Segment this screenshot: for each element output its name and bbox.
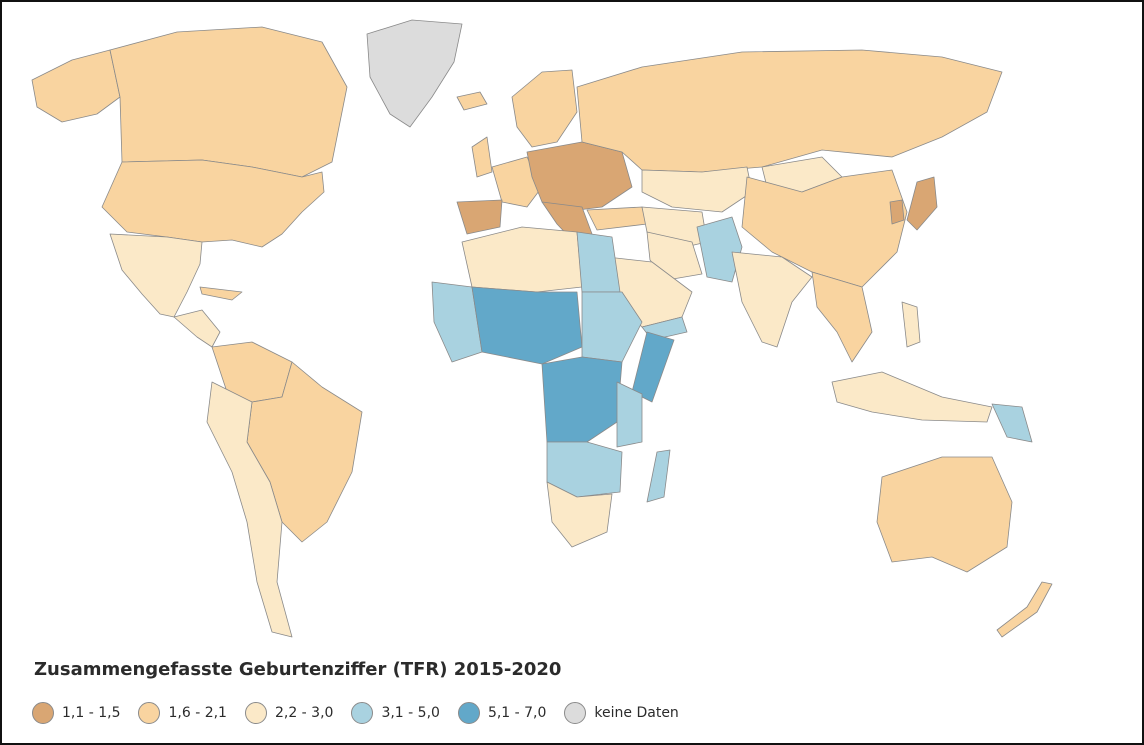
- legend-swatch: [457, 702, 480, 724]
- country-central-america: [173, 309, 221, 348]
- legend-label: 1,6 - 2,1: [168, 705, 227, 721]
- country-scandinavia: [511, 69, 578, 148]
- country-cuba: [199, 286, 243, 301]
- legend-item: 3,1 - 5,0: [351, 702, 440, 724]
- country-iberia: [456, 199, 503, 235]
- legend-swatch: [351, 702, 374, 724]
- country-iran: [646, 231, 703, 281]
- country-japan: [906, 176, 938, 231]
- country-canada: [109, 26, 348, 178]
- country-china: [741, 169, 908, 288]
- country-korea: [889, 199, 905, 225]
- country-australia: [876, 456, 1013, 573]
- legend-label: 1,1 - 1,5: [62, 705, 121, 721]
- legend-swatch: [32, 702, 54, 724]
- country-somalia: [631, 331, 675, 403]
- country-uk: [471, 136, 493, 178]
- world-map: [31, 19, 1053, 638]
- country-egypt: [576, 231, 621, 293]
- country-central-eastern-europe: [526, 141, 633, 213]
- legend-item: 5,1 - 7,0: [457, 702, 547, 724]
- legend-item: 1,1 - 1,5: [32, 702, 120, 724]
- country-usa: [101, 159, 325, 248]
- country-new-zealand: [996, 581, 1053, 638]
- legend-label: 5,1 - 7,0: [487, 705, 547, 721]
- country-afghanistan-pakistan: [696, 216, 743, 283]
- legend-label: 2,2 - 3,0: [274, 705, 334, 721]
- country-madagascar: [646, 449, 671, 503]
- country-iceland: [456, 91, 488, 111]
- country-philippines: [901, 301, 921, 348]
- country-turkey: [586, 206, 648, 231]
- legend-item: 2,2 - 3,0: [244, 702, 334, 724]
- country-papua-new-guinea: [991, 403, 1033, 443]
- country-andes: [206, 381, 293, 638]
- country-western-europe: [491, 156, 543, 208]
- legend-item: 1,6 - 2,1: [138, 702, 227, 724]
- map-title: Zusammengefasste Geburtenziffer (TFR) 20…: [34, 659, 562, 680]
- country-mexico: [109, 233, 203, 318]
- country-india: [731, 251, 813, 348]
- country-maghreb: [461, 226, 583, 293]
- country-sahel: [471, 286, 583, 365]
- country-alaska: [31, 49, 121, 123]
- country-kazakhstan: [641, 166, 753, 213]
- country-southeast-asia: [811, 271, 873, 363]
- country-indonesia: [831, 371, 993, 423]
- legend-item: keine Daten: [564, 702, 679, 724]
- country-sudan-horn: [581, 291, 643, 363]
- legend-swatch: [244, 702, 267, 724]
- legend-label: 3,1 - 5,0: [381, 705, 440, 721]
- legend-label: keine Daten: [594, 705, 679, 721]
- legend: 1,1 - 1,5 1,6 - 2,1 2,2 - 3,0 3,1 - 5,0 …: [32, 698, 697, 728]
- country-greenland: [366, 19, 463, 128]
- legend-swatch: [564, 702, 587, 724]
- country-west-africa: [431, 281, 483, 363]
- country-east-africa: [616, 381, 643, 448]
- country-southern-africa-south: [546, 481, 613, 548]
- country-central-africa: [541, 356, 623, 443]
- country-russia: [576, 49, 1003, 173]
- legend-swatch: [138, 702, 161, 724]
